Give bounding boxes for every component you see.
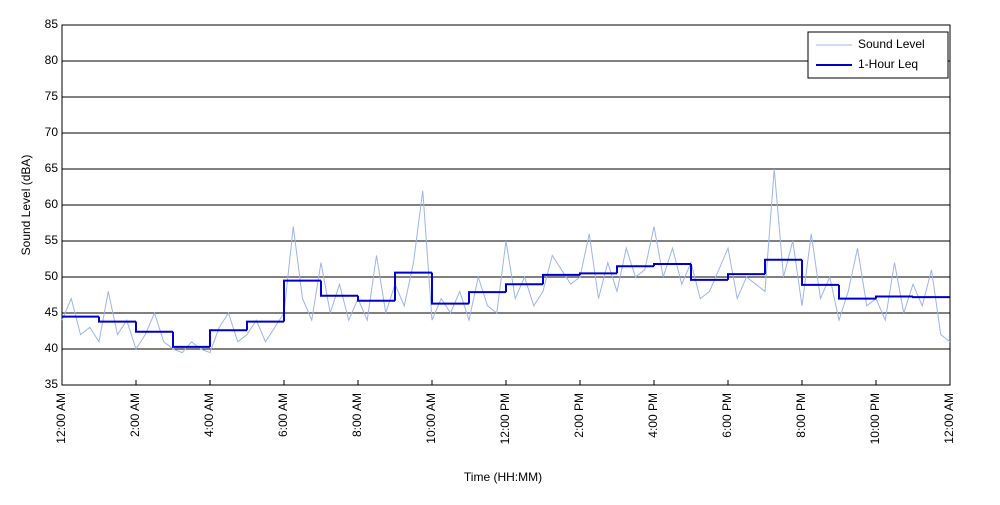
x-tick-label: 6:00 AM	[276, 393, 290, 437]
legend-label: Sound Level	[858, 37, 925, 51]
y-tick-label: 40	[45, 341, 59, 355]
x-tick-label: 8:00 PM	[794, 393, 808, 438]
y-tick-label: 70	[45, 125, 59, 139]
x-tick-label: 12:00 PM	[498, 393, 512, 444]
series-line	[61, 168, 951, 354]
step-segment	[616, 265, 654, 274]
step-segment	[912, 296, 950, 299]
step-segment	[468, 291, 506, 304]
y-tick-label: 50	[45, 269, 59, 283]
step-segment	[764, 258, 802, 275]
x-axis-label: Time (HH:MM)	[464, 470, 542, 484]
x-tick-label: 4:00 AM	[202, 393, 216, 437]
legend-label: 1-Hour Leq	[858, 57, 918, 71]
y-tick-label: 60	[45, 197, 59, 211]
x-tick-label: 10:00 PM	[868, 393, 882, 444]
step-segment	[838, 284, 876, 300]
x-tick-label: 2:00 AM	[128, 393, 142, 437]
step-segment	[98, 316, 136, 323]
x-tick-label: 8:00 AM	[350, 393, 364, 437]
step-segment	[135, 321, 173, 333]
step-segment	[172, 331, 210, 348]
step-segment	[653, 263, 691, 267]
x-tick-label: 10:00 AM	[424, 393, 438, 444]
step-segment	[246, 320, 284, 331]
y-tick-label: 55	[45, 233, 59, 247]
step-segment	[431, 272, 469, 305]
step-segment	[579, 272, 617, 275]
y-tick-label: 75	[45, 89, 59, 103]
y-tick-label: 80	[45, 53, 59, 67]
step-segment	[320, 280, 358, 297]
step-segment	[209, 329, 247, 347]
step-segment	[801, 259, 839, 286]
y-tick-label: 35	[45, 377, 59, 391]
step-segment	[690, 264, 728, 281]
x-tick-label: 12:00 AM	[54, 393, 68, 444]
y-tick-label: 65	[45, 161, 59, 175]
legend-box	[807, 31, 949, 79]
x-tick-label: 6:00 PM	[720, 393, 734, 438]
y-tick-label: 85	[45, 17, 59, 31]
x-tick-label: 2:00 PM	[572, 393, 586, 438]
y-tick-label: 45	[45, 305, 59, 319]
step-segment	[283, 279, 321, 322]
step-segment	[727, 273, 765, 280]
step-segment	[505, 283, 543, 293]
step-segment	[357, 295, 395, 302]
step-segment	[542, 273, 580, 285]
x-tick-label: 4:00 PM	[646, 393, 660, 438]
step-segment	[394, 271, 432, 301]
y-axis-label: Sound Level (dBA)	[19, 155, 33, 256]
step-segment	[875, 295, 913, 299]
x-tick-label: 12:00 AM	[942, 393, 956, 444]
